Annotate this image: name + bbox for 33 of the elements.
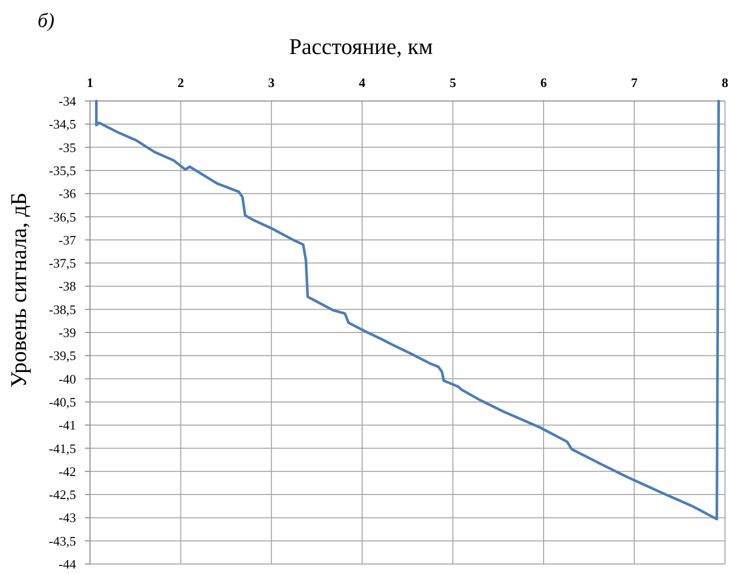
y-tick-label: -37,5 [48, 256, 76, 271]
y-tick-label: -40 [58, 371, 76, 386]
y-tick-label: -41,5 [48, 440, 76, 456]
y-tick-label: -41 [58, 418, 76, 433]
y-tick-label: -34,5 [48, 116, 76, 132]
y-tick-label: -42 [58, 464, 76, 479]
x-tick-label: 8 [722, 75, 729, 90]
x-tick-label: 7 [631, 75, 638, 90]
y-tick-label: -37 [58, 232, 76, 248]
x-axis-title: Расстояние, км [289, 34, 433, 59]
chart-title: б) [38, 10, 55, 32]
y-tick-label: -39 [58, 325, 76, 340]
y-tick-label: -36 [58, 186, 76, 202]
x-tick-label: 1 [86, 75, 94, 90]
x-tick-label: 5 [450, 75, 457, 90]
y-tick-label: -38,5 [48, 302, 76, 317]
y-tick-label: -43 [58, 510, 76, 526]
y-tick-label: -42,5 [48, 487, 76, 502]
y-tick-label: -34 [58, 94, 76, 108]
y-tick-label: -38 [58, 278, 76, 294]
y-tick-label: -36,5 [48, 209, 76, 224]
y-tick-label: -35 [58, 140, 76, 155]
y-tick-label: -44 [58, 556, 76, 572]
y-axis-title: Уровень сигнала, дБ [6, 192, 31, 388]
y-tick-label: -39,5 [48, 348, 76, 364]
x-tick-label: 6 [540, 75, 548, 90]
y-tick-label: -43,5 [48, 533, 76, 548]
x-tick-label: 2 [177, 75, 184, 90]
x-tick-label: 3 [268, 75, 276, 90]
y-tick-label: -40,5 [48, 394, 76, 410]
y-tick-label: -35,5 [48, 162, 76, 178]
line-series [95, 100, 720, 520]
x-tick-label: 4 [358, 75, 366, 90]
